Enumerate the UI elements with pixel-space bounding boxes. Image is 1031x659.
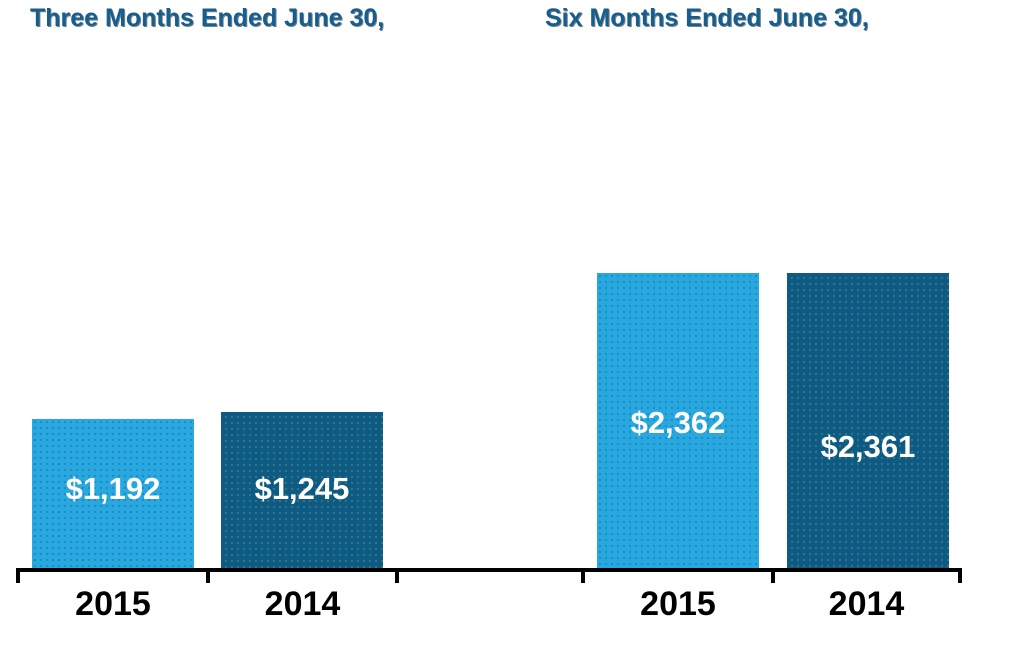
value-label-three-months-2015: $1,192 [65, 471, 161, 506]
x-axis-tick-3 [395, 568, 399, 583]
group-title-six-months: Six Months Ended June 30, [545, 4, 869, 32]
category-label-three-months-2014: 2014 [264, 585, 341, 623]
bar-three-months-2015 [32, 419, 194, 568]
x-axis-tick-6 [958, 568, 962, 583]
bar-six-months-2015 [597, 273, 759, 568]
category-label-six-months-2014: 2014 [828, 585, 905, 623]
x-axis-tick-5 [771, 568, 775, 583]
value-label-six-months-2014: $2,361 [820, 429, 916, 464]
category-label-three-months-2015: 2015 [75, 585, 151, 623]
value-label-six-months-2015: $2,362 [630, 405, 726, 440]
x-axis-line [18, 568, 962, 572]
value-label-three-months-2014: $1,245 [254, 471, 350, 506]
bar-six-months-2014 [787, 273, 949, 568]
x-axis-tick-4 [581, 568, 585, 583]
x-axis-tick-2 [206, 568, 210, 583]
group-title-three-months: Three Months Ended June 30, [30, 4, 385, 32]
x-axis-tick-1 [16, 568, 20, 583]
bar-three-months-2014 [221, 412, 383, 568]
category-label-six-months-2015: 2015 [640, 585, 716, 623]
